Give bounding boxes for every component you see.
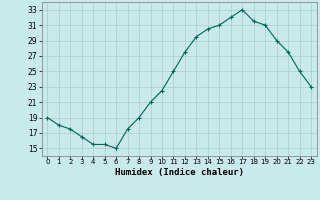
X-axis label: Humidex (Indice chaleur): Humidex (Indice chaleur) [115,168,244,177]
